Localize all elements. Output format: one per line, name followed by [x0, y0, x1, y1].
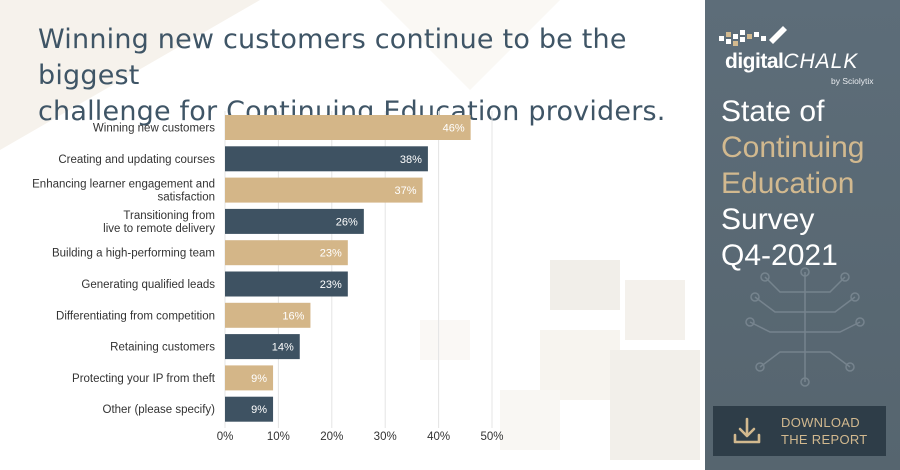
category-label: Transitioning from live to remote deliver… [103, 210, 215, 235]
circuit-brain-icon [745, 267, 865, 387]
download-icon [733, 417, 761, 444]
report-sidebar: digitalCHALK by Sciolytix State of Conti… [705, 0, 900, 470]
x-tick-label: 30% [374, 431, 397, 443]
data-label: 37% [395, 185, 417, 197]
data-label: 9% [251, 404, 267, 416]
category-label: Protecting your IP from theft [72, 373, 216, 385]
logo-mark-icon [719, 26, 787, 46]
report-title-line-4: Survey [721, 203, 815, 236]
category-label: Enhancing learner engagement and satisfac… [32, 179, 215, 204]
report-title-line-2: Continuing [721, 131, 865, 164]
bar [225, 208, 364, 234]
download-report-button[interactable]: DOWNLOAD THE REPORT [713, 406, 886, 456]
x-tick-label: 50% [480, 431, 503, 443]
category-label: Winning new customers [93, 123, 215, 135]
bar [225, 302, 311, 328]
bar-chart: 46% Winning new customers 38% Creating and … [32, 111, 504, 443]
bar [225, 177, 423, 203]
bar [225, 146, 428, 172]
page-title: Winning new customers continue to be the… [38, 22, 698, 130]
category-label: Other (please specify) [103, 404, 216, 416]
bar [225, 240, 348, 266]
x-tick-label: 20% [320, 431, 343, 443]
data-label: 38% [400, 154, 422, 166]
data-label: 26% [336, 216, 358, 228]
brand-logo: digitalCHALK by Sciolytix [719, 22, 889, 92]
brand-name: digitalCHALK [725, 50, 859, 73]
x-tick-label: 40% [427, 431, 450, 443]
category-label: Generating qualified leads [81, 279, 215, 291]
report-title-line-5: Q4-2021 [721, 239, 838, 272]
download-label: DOWNLOAD THE REPORT [781, 415, 868, 447]
report-title-line-1: State of [721, 95, 825, 128]
bar [225, 396, 274, 422]
bar [225, 365, 274, 391]
data-label: 46% [443, 123, 465, 135]
category-label: Creating and updating courses [58, 154, 215, 166]
data-label: 23% [320, 279, 342, 291]
headline-line-1: Winning new customers continue to be the… [38, 24, 627, 91]
report-title: State of Continuing Education Survey Q4-… [721, 94, 896, 274]
data-label: 23% [320, 248, 342, 260]
category-label: Building a high-performing team [52, 248, 215, 260]
x-tick-label: 10% [267, 431, 290, 443]
data-label: 9% [251, 373, 267, 385]
bar [225, 334, 300, 360]
category-label: Differentiating from competition [56, 310, 215, 322]
bar [225, 271, 348, 297]
data-label: 16% [282, 310, 304, 322]
data-label: 14% [272, 342, 294, 354]
report-title-line-3: Education [721, 167, 855, 200]
brand-byline: by Sciolytix [831, 76, 874, 86]
x-tick-label: 0% [217, 431, 234, 443]
bar [225, 115, 471, 140]
category-label: Retaining customers [110, 342, 215, 354]
